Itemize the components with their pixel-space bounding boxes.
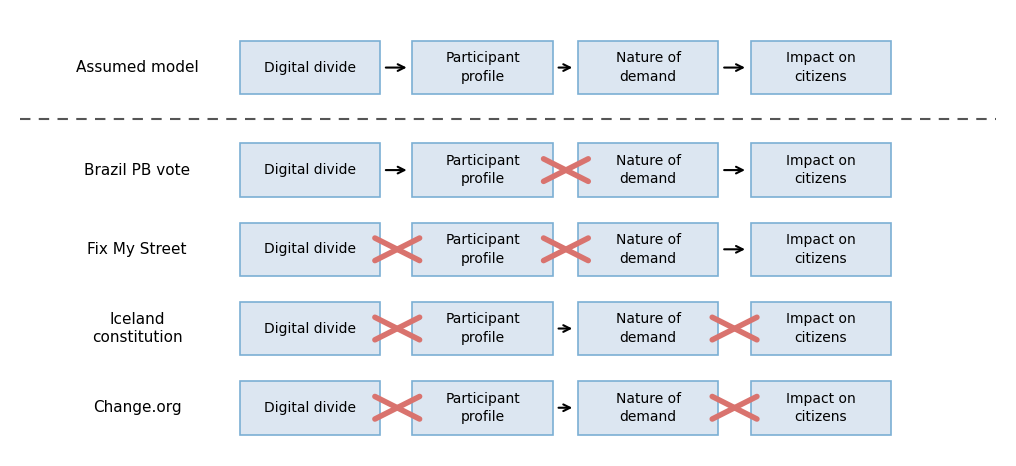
FancyBboxPatch shape bbox=[751, 222, 891, 276]
Text: Digital divide: Digital divide bbox=[264, 242, 356, 256]
Text: Impact on
citizens: Impact on citizens bbox=[786, 154, 855, 186]
Text: Nature of
demand: Nature of demand bbox=[616, 391, 681, 424]
FancyBboxPatch shape bbox=[412, 222, 553, 276]
Text: Impact on
citizens: Impact on citizens bbox=[786, 391, 855, 424]
Text: Participant
profile: Participant profile bbox=[445, 312, 520, 345]
FancyBboxPatch shape bbox=[751, 144, 891, 197]
FancyBboxPatch shape bbox=[751, 302, 891, 355]
FancyBboxPatch shape bbox=[240, 222, 380, 276]
Text: Fix My Street: Fix My Street bbox=[87, 242, 187, 257]
Text: Nature of
demand: Nature of demand bbox=[616, 312, 681, 345]
FancyBboxPatch shape bbox=[578, 381, 718, 434]
Text: Change.org: Change.org bbox=[92, 400, 182, 415]
Text: Nature of
demand: Nature of demand bbox=[616, 154, 681, 186]
Text: Digital divide: Digital divide bbox=[264, 322, 356, 336]
Text: Participant
profile: Participant profile bbox=[445, 233, 520, 266]
FancyBboxPatch shape bbox=[412, 302, 553, 355]
FancyBboxPatch shape bbox=[240, 381, 380, 434]
FancyBboxPatch shape bbox=[578, 222, 718, 276]
Text: Impact on
citizens: Impact on citizens bbox=[786, 233, 855, 266]
Text: Brazil PB vote: Brazil PB vote bbox=[84, 163, 190, 178]
FancyBboxPatch shape bbox=[751, 381, 891, 434]
Text: Digital divide: Digital divide bbox=[264, 401, 356, 415]
Text: Assumed model: Assumed model bbox=[76, 60, 198, 75]
Text: Digital divide: Digital divide bbox=[264, 61, 356, 75]
FancyBboxPatch shape bbox=[240, 302, 380, 355]
FancyBboxPatch shape bbox=[578, 144, 718, 197]
Text: Impact on
citizens: Impact on citizens bbox=[786, 312, 855, 345]
Text: Participant
profile: Participant profile bbox=[445, 154, 520, 186]
FancyBboxPatch shape bbox=[751, 41, 891, 94]
FancyBboxPatch shape bbox=[412, 381, 553, 434]
Text: Iceland
constitution: Iceland constitution bbox=[91, 312, 183, 345]
Text: Participant
profile: Participant profile bbox=[445, 51, 520, 84]
Text: Participant
profile: Participant profile bbox=[445, 391, 520, 424]
FancyBboxPatch shape bbox=[240, 144, 380, 197]
Text: Nature of
demand: Nature of demand bbox=[616, 233, 681, 266]
FancyBboxPatch shape bbox=[240, 41, 380, 94]
FancyBboxPatch shape bbox=[578, 41, 718, 94]
Text: Nature of
demand: Nature of demand bbox=[616, 51, 681, 84]
FancyBboxPatch shape bbox=[412, 41, 553, 94]
FancyBboxPatch shape bbox=[578, 302, 718, 355]
FancyBboxPatch shape bbox=[412, 144, 553, 197]
Text: Digital divide: Digital divide bbox=[264, 163, 356, 177]
Text: Impact on
citizens: Impact on citizens bbox=[786, 51, 855, 84]
